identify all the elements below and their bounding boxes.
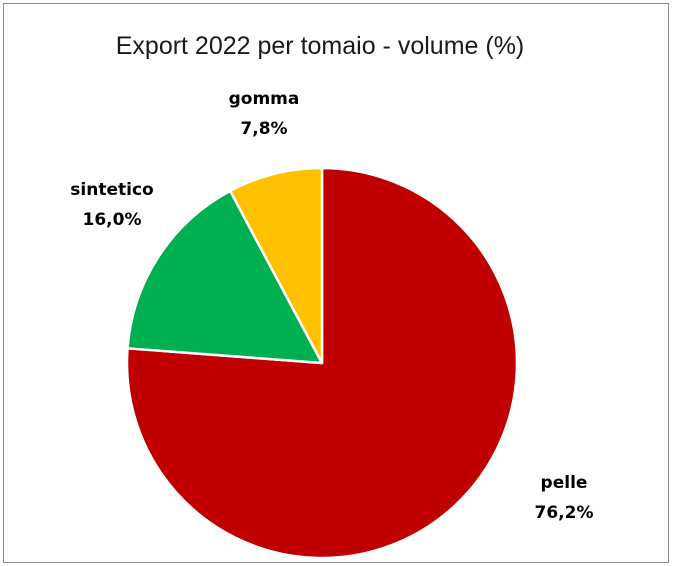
slice-value-gomma: 7,8% [240, 119, 287, 139]
slice-label-pelle: pelle [541, 473, 588, 493]
slice-value-pelle: 76,2% [535, 503, 594, 523]
pie-slices [125, 166, 519, 560]
slice-label-gomma: gomma [229, 89, 300, 109]
pie-labels: pelle 76,2% sintetico 16,0% gomma 7,8% [70, 89, 593, 523]
chart-title: Export 2022 per tomaio - volume (%) [115, 32, 525, 60]
slice-value-sintetico: 16,0% [83, 210, 142, 230]
slice-label-sintetico: sintetico [70, 180, 153, 200]
pie-slice-gomma [228, 166, 324, 365]
pie-slice-sintetico [126, 189, 324, 365]
pie-slice-pelle [125, 166, 519, 560]
